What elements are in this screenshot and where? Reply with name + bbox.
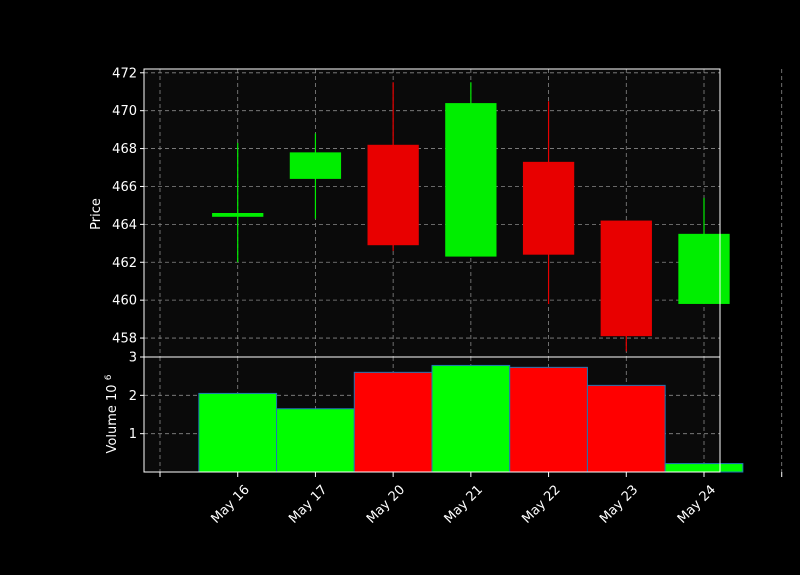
candle-body [522, 161, 575, 255]
volume-bar [431, 364, 511, 473]
candle-body [445, 103, 497, 257]
volume-bar [509, 366, 588, 473]
volume-bar [586, 384, 666, 473]
volume-bar [276, 408, 355, 473]
price-y-tick-label: 460 [112, 294, 137, 309]
volume-bar [198, 392, 278, 473]
volume-y-tick-label: 2 [129, 389, 137, 404]
volume-axis-label-text: Volume 10 [105, 384, 120, 453]
price-y-tick-label: 470 [112, 104, 137, 119]
price-y-tick-label: 466 [112, 180, 137, 195]
volume-panel: 1 2 3 [129, 351, 783, 473]
candle-body [212, 213, 264, 217]
price-y-tick-label: 468 [112, 142, 137, 157]
candle-body [678, 233, 730, 304]
price-y-tick-label: 464 [112, 218, 137, 233]
volume-bar [353, 371, 433, 473]
price-panel: 458 460 462 464 466 468 470 472 [112, 66, 783, 358]
candle-body [289, 152, 342, 179]
volume-bar [664, 463, 744, 473]
volume-y-tick-label: 3 [129, 351, 137, 366]
candle-body [600, 220, 652, 337]
volume-y-tick-label: 1 [129, 427, 137, 442]
candle-body [367, 144, 419, 246]
price-y-tick-label: 458 [112, 332, 137, 347]
volume-plot-border [143, 356, 721, 473]
price-y-tick-label: 462 [112, 256, 137, 271]
price-y-tick-label: 472 [112, 66, 137, 81]
volume-axis-label-exponent: 6 [104, 374, 114, 380]
price-axis-label: Price [89, 198, 104, 230]
volume-axis-label: Volume 10 6 [104, 374, 120, 453]
